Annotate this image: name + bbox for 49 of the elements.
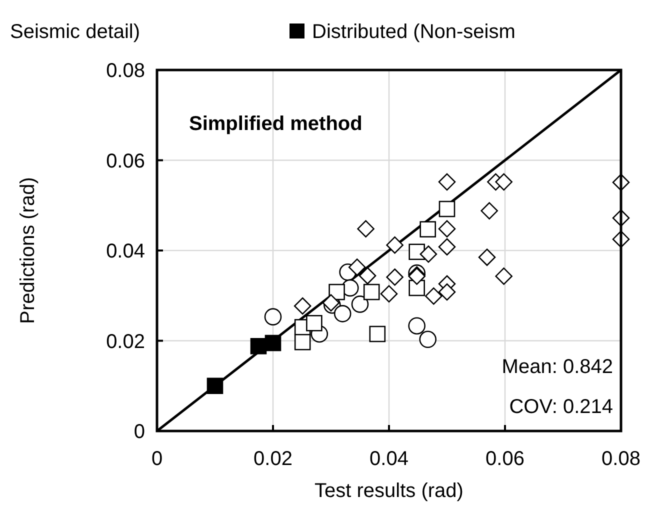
point (419, 330, 437, 348)
point (438, 200, 456, 218)
point (420, 245, 438, 263)
point (294, 334, 311, 350)
point (250, 338, 267, 354)
point (386, 268, 404, 286)
point (495, 268, 512, 285)
point (438, 173, 456, 191)
annotation: Mean: 0.842 (502, 356, 613, 378)
point (206, 378, 224, 394)
point (264, 334, 282, 352)
y-tick-label: 0.08 (106, 60, 145, 82)
annotation: Simplified method (189, 113, 362, 135)
point (480, 202, 498, 220)
point (438, 283, 456, 301)
point (348, 258, 366, 276)
point (380, 285, 398, 302)
point (386, 236, 404, 254)
point (495, 173, 512, 191)
point (425, 287, 442, 305)
y-tick-label: 0.02 (106, 330, 145, 353)
text: Seismic detail) (10, 21, 140, 43)
point (420, 221, 436, 238)
point (438, 220, 456, 238)
point (369, 326, 386, 342)
x-tick-label: 0.04 (370, 448, 408, 470)
point (438, 238, 456, 256)
point (306, 315, 322, 332)
x-tick-label: 0 (151, 448, 163, 470)
x-axis-title: Test results (rad) (314, 480, 464, 502)
point (351, 296, 369, 313)
x-tick-label: 0.02 (254, 448, 292, 470)
point (358, 267, 376, 284)
y-tick-label: 0 (134, 421, 145, 443)
y-tick-label: 0.06 (106, 150, 145, 172)
point (408, 317, 426, 335)
point (478, 248, 496, 266)
point (408, 280, 425, 296)
point (363, 284, 380, 300)
point (357, 220, 374, 238)
point (334, 305, 352, 322)
annotation: COV: 0.214 (509, 396, 613, 418)
y-tick-label: 0.04 (106, 240, 145, 262)
point (294, 297, 312, 315)
x-tick-label: 0.06 (486, 448, 524, 470)
x-tick-label: 0.08 (602, 448, 640, 470)
legend-label: Distributed (Non-seism (312, 21, 516, 43)
y-axis-title: Predictions (rad) (17, 177, 39, 324)
point (264, 308, 282, 326)
